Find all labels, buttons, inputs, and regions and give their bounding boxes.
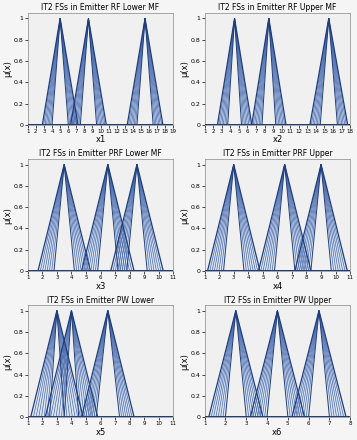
Y-axis label: μ(x): μ(x) [180, 61, 189, 77]
Y-axis label: μ(x): μ(x) [3, 353, 12, 370]
Title: IT2 FSs in Emitter PRF Upper: IT2 FSs in Emitter PRF Upper [222, 150, 332, 158]
Y-axis label: μ(x): μ(x) [180, 353, 189, 370]
X-axis label: x2: x2 [272, 136, 282, 144]
X-axis label: x4: x4 [272, 282, 282, 290]
Title: IT2 FSs in Emitter RF Upper MF: IT2 FSs in Emitter RF Upper MF [218, 4, 337, 12]
X-axis label: x5: x5 [95, 428, 106, 436]
X-axis label: x1: x1 [95, 136, 106, 144]
Title: IT2 FSs in Emitter PRF Lower MF: IT2 FSs in Emitter PRF Lower MF [39, 150, 162, 158]
Y-axis label: μ(x): μ(x) [3, 207, 12, 224]
X-axis label: x3: x3 [95, 282, 106, 290]
Title: IT2 FSs in Emitter PW Lower: IT2 FSs in Emitter PW Lower [47, 296, 154, 304]
X-axis label: x6: x6 [272, 428, 283, 436]
Y-axis label: μ(x): μ(x) [3, 61, 12, 77]
Title: IT2 FSs in Emitter RF Lower MF: IT2 FSs in Emitter RF Lower MF [41, 4, 160, 12]
Y-axis label: μ(x): μ(x) [180, 207, 189, 224]
Title: IT2 FSs in Emitter PW Upper: IT2 FSs in Emitter PW Upper [224, 296, 331, 304]
